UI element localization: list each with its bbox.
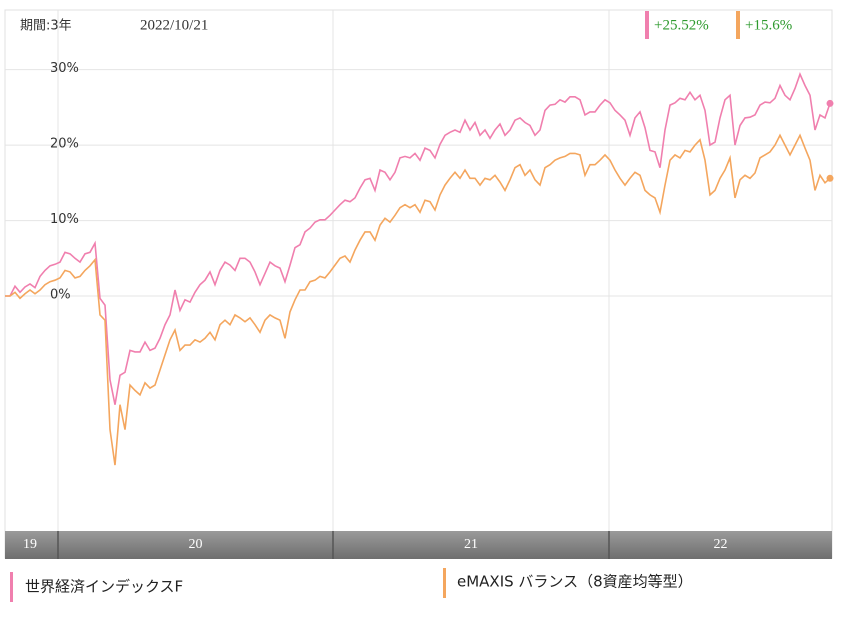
year-band — [5, 531, 832, 559]
year-label: 21 — [464, 537, 478, 552]
change-label: +25.52% — [654, 17, 709, 33]
series-line — [5, 72, 831, 405]
y-tick-label: 20% — [50, 137, 79, 152]
period: 期間:3年 — [20, 19, 72, 34]
end-point — [826, 174, 834, 182]
badge-marker — [645, 11, 649, 39]
y-tick-label: 0% — [50, 288, 71, 303]
legend-swatch — [443, 568, 446, 598]
legend-swatch — [10, 572, 13, 602]
y-tick-label: 30% — [50, 61, 79, 76]
end-point — [826, 99, 834, 107]
date: 2022/10/21 — [140, 17, 208, 33]
change-label: +15.6% — [745, 17, 792, 33]
plot-frame — [4, 9, 833, 559]
y-tick-label: 10% — [50, 212, 79, 227]
legend-label: eMAXIS バランス（8資産均等型） — [457, 573, 693, 591]
legend-label: 世界経済インデックスF — [25, 578, 183, 596]
year-label: 19 — [23, 537, 37, 552]
year-label: 20 — [189, 537, 203, 552]
badge-marker — [736, 11, 740, 39]
series-line — [5, 133, 831, 466]
year-label: 22 — [714, 537, 728, 552]
